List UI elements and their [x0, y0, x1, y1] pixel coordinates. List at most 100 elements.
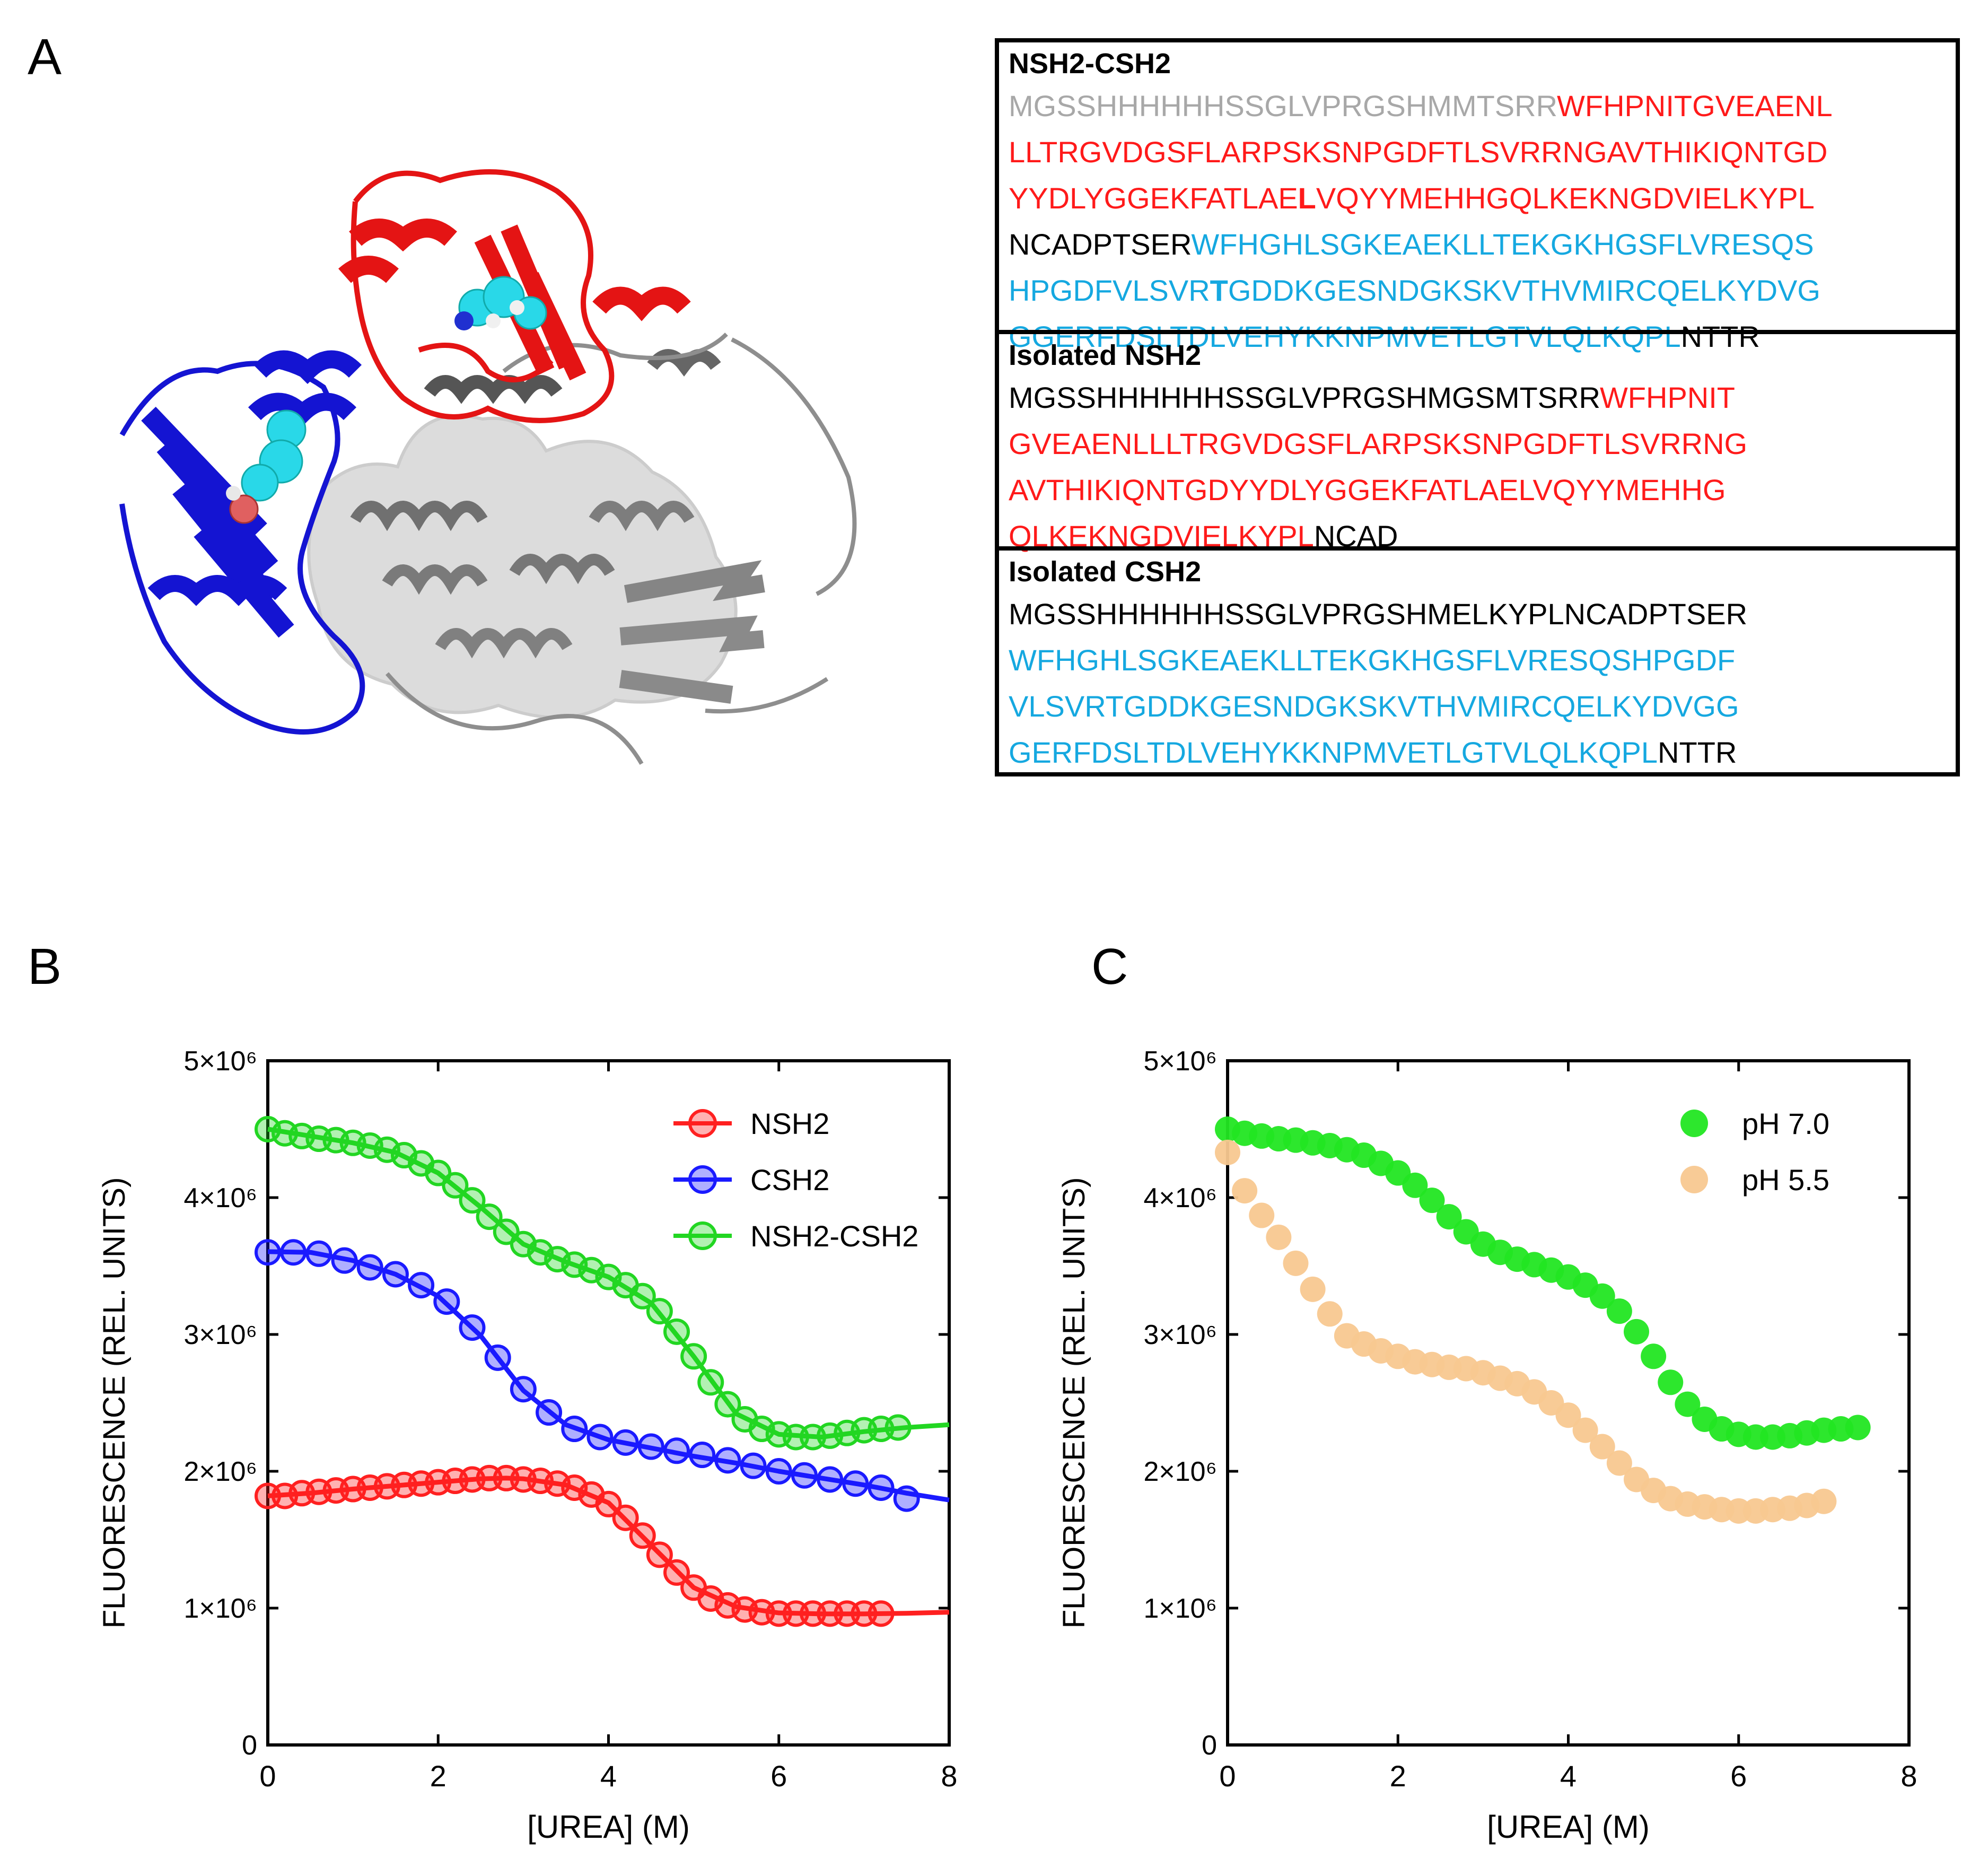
legend-marker — [1680, 1166, 1708, 1193]
series-line — [267, 1476, 950, 1617]
data-point — [1317, 1301, 1343, 1327]
data-point — [765, 1458, 792, 1485]
sequence-line: WFHGHLSGKEAEKLLTEKGKHGSFLVRESQSHPGDF — [1009, 637, 1956, 683]
data-point — [868, 1600, 895, 1627]
gray-catalytic-domain — [307, 333, 857, 765]
data-point — [663, 1437, 690, 1464]
blue-nsh2-domain — [119, 350, 365, 735]
x-tick-label: 0 — [259, 1759, 276, 1793]
x-axis-label: [UREA] (M) — [527, 1809, 690, 1845]
x-tick-label: 2 — [430, 1759, 446, 1793]
x-tick-label: 6 — [770, 1759, 787, 1793]
sequence-divider — [999, 330, 1956, 334]
y-tick-label: 4×10⁶ — [1143, 1183, 1217, 1214]
sequence-segment: YYDLYGGEKFATLAE — [1009, 181, 1298, 215]
data-point — [1266, 1224, 1292, 1250]
sequence-line: GGERFDSLTDLVEHYKKNPMVETLGTVLQLKQPLNTTR — [1009, 313, 1956, 360]
data-point — [1641, 1343, 1667, 1369]
sequence-line: VLSVRTGDDKGESNDGKSKVTHVMIRCQELKYDVGG — [1009, 683, 1956, 729]
sequence-line: MGSSHHHHHHSSGLVPRGSHMGSMTSRRWFHPNIT — [1009, 374, 1956, 421]
y-tick-label: 1×10⁶ — [183, 1593, 257, 1624]
y-tick-label: 5×10⁶ — [183, 1046, 257, 1077]
data-point — [1624, 1319, 1649, 1345]
sequence-line: AVTHIKIQNTGDYYDLYGGEKFATLAELVQYYMEHHG — [1009, 467, 1956, 513]
x-tick-label: 8 — [941, 1759, 957, 1793]
x-tick-label: 4 — [600, 1759, 617, 1793]
data-point — [714, 1391, 741, 1418]
sequence-segment: NTTR — [1658, 736, 1737, 769]
data-point — [646, 1541, 673, 1568]
data-point — [255, 1239, 281, 1266]
data-point — [817, 1466, 844, 1493]
data-point — [1249, 1202, 1275, 1228]
data-point — [1658, 1369, 1684, 1395]
panel-label-c: C — [1091, 938, 1128, 995]
data-point — [442, 1172, 469, 1199]
data-point — [1555, 1402, 1581, 1428]
data-point — [1845, 1415, 1871, 1441]
data-point — [612, 1429, 639, 1456]
data-point — [697, 1369, 724, 1396]
y-tick-label: 4×10⁶ — [183, 1183, 257, 1214]
data-point — [689, 1442, 716, 1469]
sequence-section-nsh2-csh2: NSH2-CSH2 MGSSHHHHHHSSGLVPRGSHMMTSRRWFHP… — [999, 42, 1956, 353]
sequence-segment: NCADPTSER — [1009, 228, 1192, 261]
data-point — [356, 1254, 383, 1281]
data-point — [791, 1462, 818, 1489]
panel-label-b: B — [28, 938, 62, 995]
data-point — [484, 1344, 511, 1371]
data-point — [1300, 1276, 1326, 1302]
sequence-box: NSH2-CSH2 MGSSHHHHHHSSGLVPRGSHMMTSRRWFHP… — [995, 38, 1960, 776]
data-point — [1436, 1204, 1462, 1230]
data-point — [459, 1314, 486, 1341]
plot-frame — [266, 1059, 951, 1747]
sequence-segment: GDDKGESNDGKSKVTHVMIRCQELKYDVG — [1228, 274, 1820, 307]
y-tick-label: 1×10⁶ — [1143, 1593, 1217, 1624]
legend-label: NSH2 — [750, 1107, 829, 1140]
y-tick-label: 2×10⁶ — [183, 1456, 257, 1487]
data-point — [884, 1414, 912, 1441]
legend-marker — [688, 1221, 717, 1250]
data-point — [612, 1504, 639, 1531]
sequence-line: LLTRGVDGSFLARPSKSNPGDFTLSVRRNGAVTHIKIQNT… — [1009, 129, 1956, 175]
data-point — [280, 1239, 307, 1266]
sequence-line: GVEAENLLLTRGVDGSFLARPSKSNPGDFTLSVRRNG — [1009, 421, 1956, 467]
data-point — [1606, 1450, 1632, 1476]
sequence-section-csh2: Isolated CSH2 MGSSHHHHHHSSGLVPRGSHMELKYP… — [999, 551, 1956, 773]
x-tick-label: 2 — [1390, 1759, 1406, 1793]
data-point — [1675, 1391, 1701, 1417]
data-point — [680, 1343, 707, 1370]
sequence-segment: MGSSHHHHHHSSGLVPRGSHMMTSRR — [1009, 89, 1557, 123]
panel-label-a: A — [28, 29, 62, 85]
legend-label: NSH2-CSH2 — [750, 1219, 918, 1253]
y-tick-label: 0 — [1202, 1730, 1217, 1761]
sequence-section-nsh2: Isolated NSH2 MGSSHHHHHHSSGLVPRGSHMGSMTS… — [999, 334, 1956, 553]
data-point — [408, 1272, 435, 1299]
sequence-line: MGSSHHHHHHSSGLVPRGSHMELKYPLNCADPTSER — [1009, 591, 1956, 637]
sequence-segment: MGSSHHHHHHSSGLVPRGSHMELKYPLNCADPTSER — [1009, 597, 1748, 631]
data-point — [842, 1470, 869, 1497]
protein-structure-image — [119, 169, 857, 765]
ligand-spheres — [226, 276, 547, 524]
data-point — [1419, 1188, 1445, 1214]
sequence-line: NCADPTSERWFHGHLSGKEAEKLLTEKGKHGSFLVRESQS — [1009, 221, 1956, 267]
data-point — [586, 1424, 614, 1451]
sequence-segment: WFHGHLSGKEAEKLLTEKGKHGSFLVRESQS — [1191, 228, 1814, 261]
legend-label: pH 5.5 — [1742, 1163, 1829, 1197]
sequence-segment: GGERFDSLTDLVEHYKKNPMVETLGTVLQLKQPL — [1009, 320, 1681, 353]
y-axis-label: FLUORESCENCE (REL. UNITS) — [1057, 1177, 1091, 1629]
sequence-segment: NTTR — [1680, 320, 1760, 353]
data-point — [305, 1240, 332, 1267]
legend-label: pH 7.0 — [1742, 1107, 1829, 1140]
y-tick-label: 2×10⁶ — [1143, 1456, 1217, 1487]
data-point — [331, 1247, 358, 1274]
sequence-line: YYDLYGGEKFATLAELVQYYMEHHGQLKEKNGDVIELKYP… — [1009, 175, 1956, 221]
legend-marker — [1680, 1110, 1708, 1137]
sequence-segment: T — [1210, 274, 1228, 307]
data-point — [1811, 1488, 1837, 1514]
sequence-line: GERFDSLTDLVEHYKKNPMVETLGTVLQLKQPLNTTR — [1009, 729, 1956, 775]
data-point — [1402, 1172, 1428, 1198]
chart-b: 0 2 4 6 8 0 1×10⁶ 2×10⁶ 3×10⁶ 4×10⁶ 5×10⁶ [UREA] (M… — [97, 1046, 958, 1845]
data-point — [382, 1261, 409, 1288]
data-point — [868, 1474, 895, 1501]
